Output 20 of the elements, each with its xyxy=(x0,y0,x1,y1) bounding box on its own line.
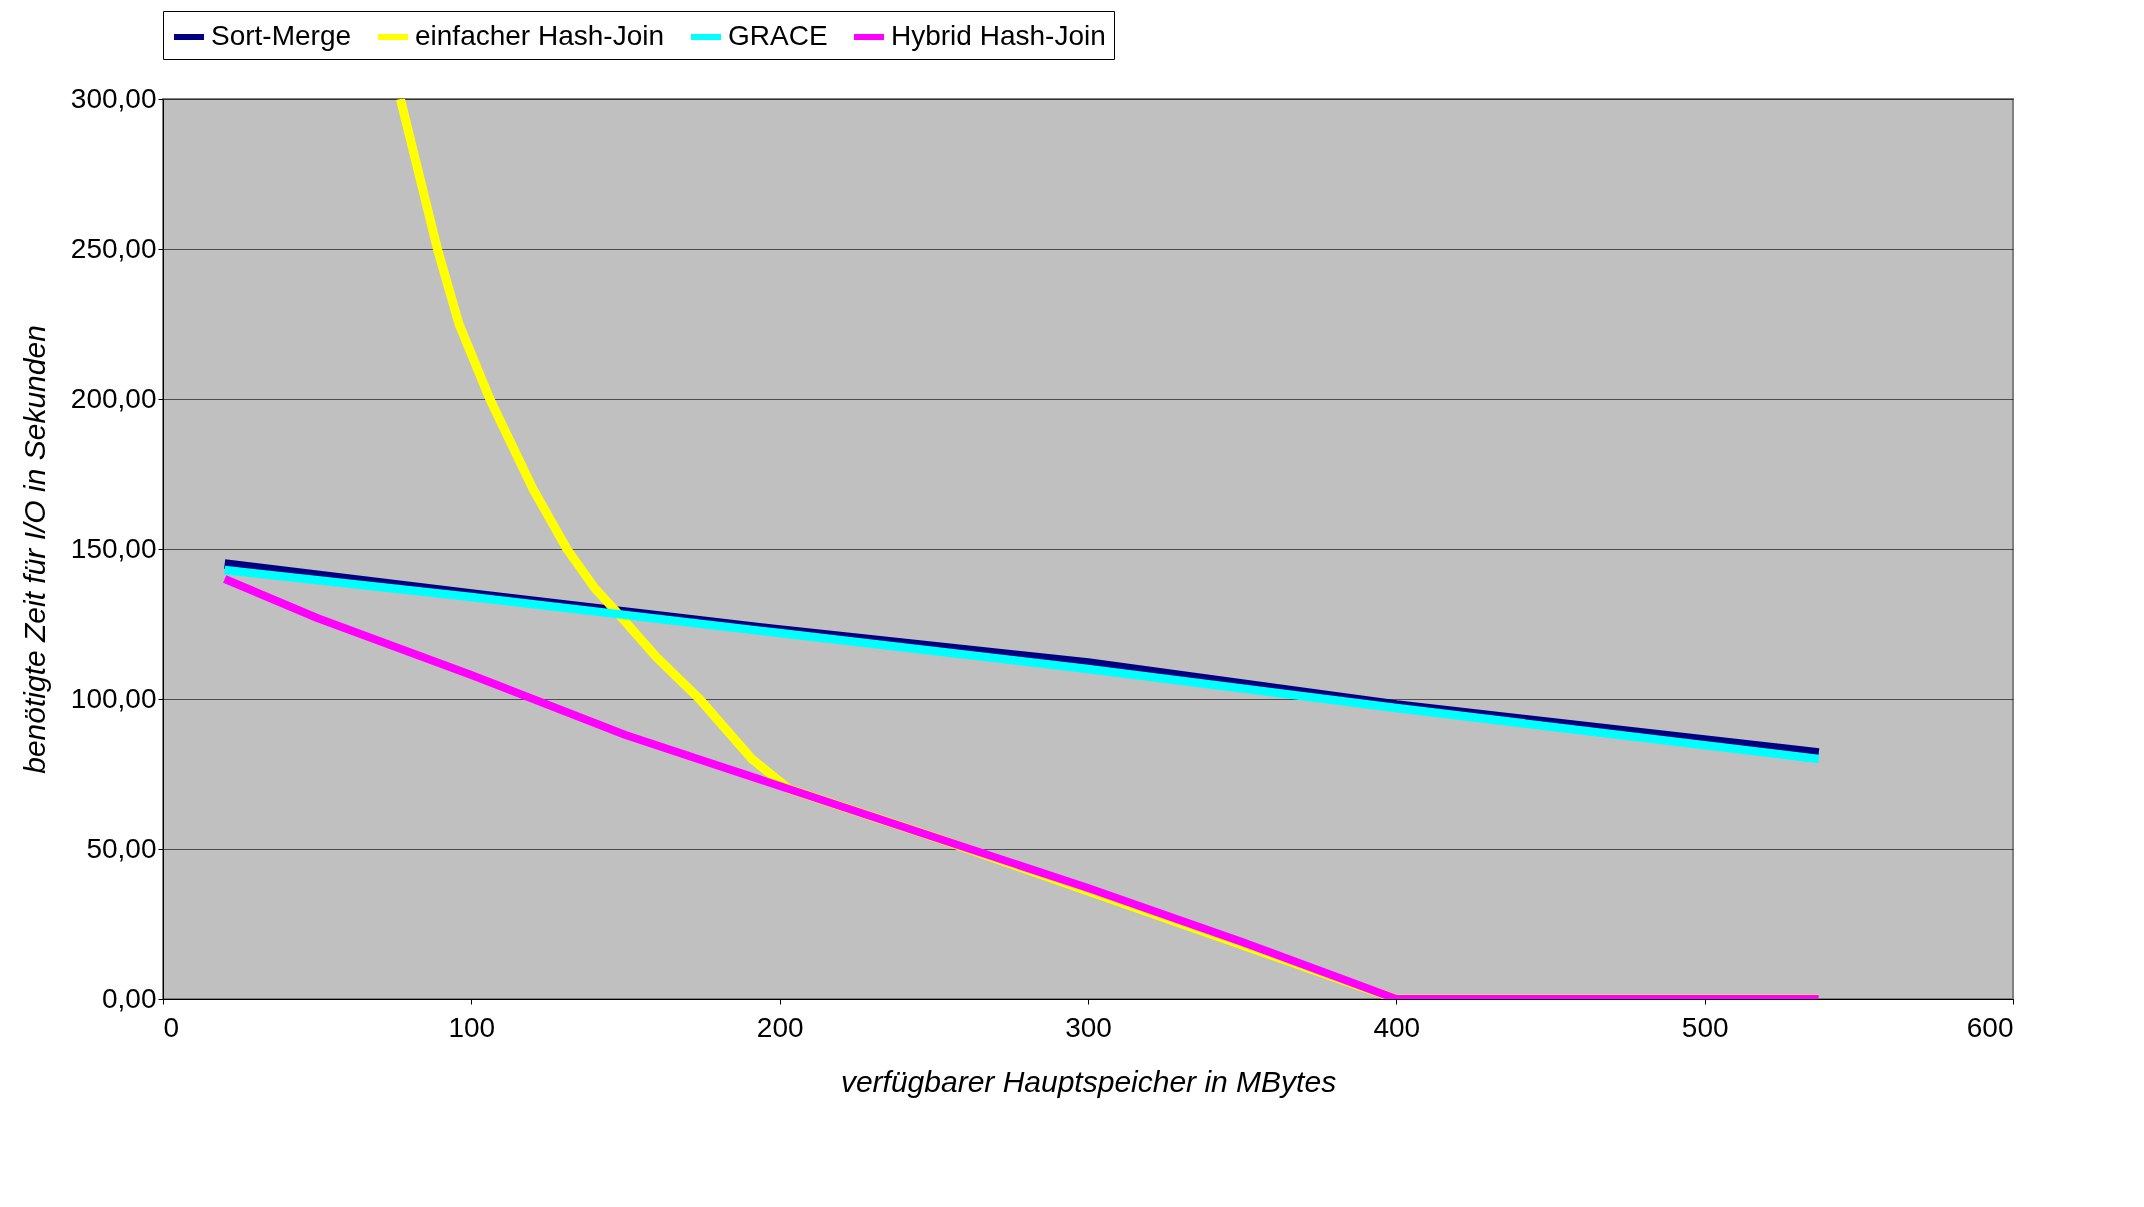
y-tick-label: 100,00 xyxy=(70,682,157,714)
y-tick-label: 300,00 xyxy=(70,82,157,114)
x-tick-label: 200 xyxy=(756,1011,804,1043)
legend-label: Hybrid Hash-Join xyxy=(891,20,1106,51)
y-tick-label: 250,00 xyxy=(70,232,157,264)
y-axis-title: benötigte Zeit für I/O in Sekunden xyxy=(17,325,51,774)
y-tick-label: 200,00 xyxy=(70,382,157,414)
x-axis-title: verfügbarer Hauptspeicher in MBytes xyxy=(840,1064,1337,1098)
x-tick-label: 400 xyxy=(1373,1011,1421,1043)
y-tick-label: 0,00 xyxy=(102,982,157,1014)
x-tick-label: 0 xyxy=(163,1011,180,1043)
x-tick-label: 600 xyxy=(1966,1011,2014,1043)
legend-label: Sort-Merge xyxy=(211,20,352,51)
y-tick-label: 50,00 xyxy=(86,832,157,864)
x-tick-label: 100 xyxy=(448,1011,496,1043)
legend-label: GRACE xyxy=(728,20,828,51)
x-tick-label: 300 xyxy=(1065,1011,1112,1043)
y-tick-label: 150,00 xyxy=(70,532,157,564)
legend-label: einfacher Hash-Join xyxy=(415,20,665,51)
x-tick-label: 500 xyxy=(1681,1011,1729,1043)
